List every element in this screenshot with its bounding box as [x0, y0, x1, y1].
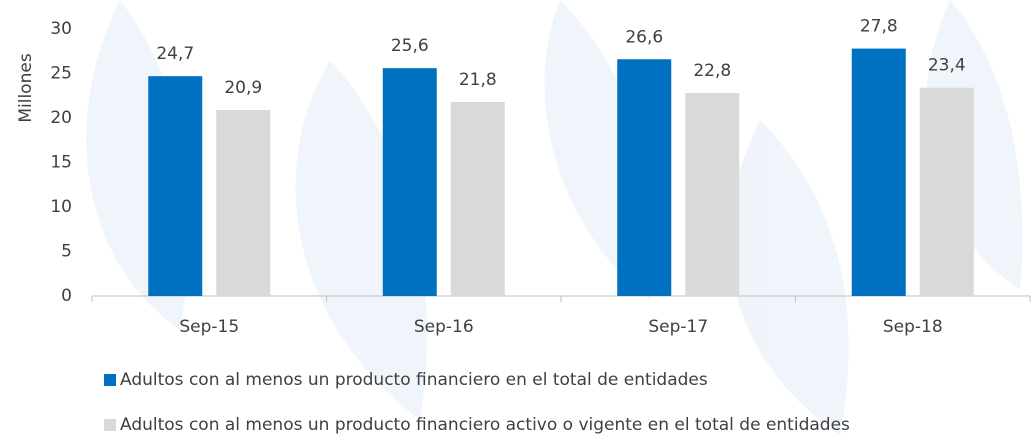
- value-label: 23,4: [928, 56, 966, 76]
- value-label: 27,8: [860, 17, 898, 37]
- bar: [851, 48, 906, 296]
- y-axis-label: Millones: [16, 53, 36, 122]
- legend-label: Adultos con al menos un producto financi…: [120, 415, 850, 435]
- bar: [685, 93, 740, 296]
- legend-marker: [104, 419, 116, 431]
- value-label: 20,9: [224, 78, 262, 98]
- legend-label: Adultos con al menos un producto financi…: [120, 370, 708, 390]
- y-tick-label: 20: [50, 108, 72, 128]
- x-tick-label: Sep-16: [414, 317, 474, 337]
- x-tick-label: Sep-15: [179, 317, 239, 337]
- value-label: 22,8: [693, 61, 731, 81]
- y-tick-label: 0: [61, 286, 72, 306]
- value-label: 25,6: [391, 36, 429, 56]
- x-tick-label: Sep-17: [648, 317, 708, 337]
- y-tick-label: 5: [61, 242, 72, 262]
- y-tick-label: 25: [50, 64, 72, 84]
- legend-marker: [104, 374, 116, 386]
- value-label: 24,7: [156, 44, 194, 64]
- x-tick-label: Sep-18: [883, 317, 943, 337]
- bar: [148, 76, 203, 296]
- bar: [382, 68, 437, 296]
- y-tick-label: 10: [50, 197, 72, 217]
- value-label: 21,8: [459, 70, 497, 90]
- bar: [450, 101, 505, 296]
- value-label: 26,6: [625, 27, 663, 47]
- bar: [617, 59, 672, 297]
- bar: [216, 109, 271, 297]
- y-tick-label: 15: [50, 153, 72, 173]
- bar: [919, 87, 974, 297]
- y-tick-label: 30: [50, 19, 72, 39]
